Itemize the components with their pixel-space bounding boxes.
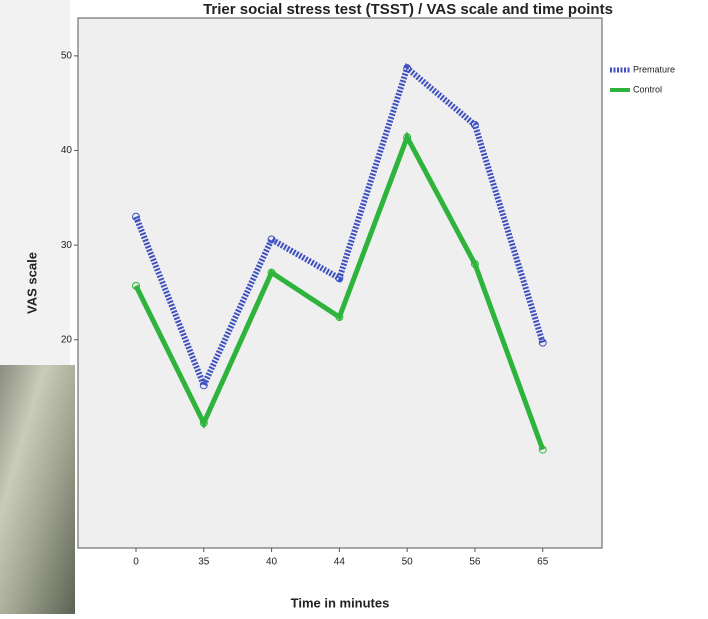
x-tick-label: 35 — [198, 557, 210, 568]
chart-title: Trier social stress test (TSST) / VAS sc… — [203, 1, 613, 18]
point — [403, 133, 412, 142]
point — [199, 381, 208, 390]
point — [132, 212, 140, 221]
series-line — [133, 131, 546, 451]
point — [538, 338, 547, 347]
y-axis-title: VAS scale — [24, 252, 39, 314]
series-line — [133, 63, 546, 393]
plot-area — [77, 17, 603, 549]
x-tick-label: 56 — [469, 557, 481, 568]
point — [470, 120, 479, 129]
x-tick-label: 65 — [537, 557, 549, 568]
y-tick-label: 50 — [61, 50, 73, 61]
legend-label: Premature — [633, 64, 675, 74]
point — [470, 260, 479, 269]
x-tick-label: 50 — [402, 557, 414, 568]
point — [335, 313, 344, 322]
backdrop — [0, 0, 70, 365]
x-tick-label: 40 — [266, 557, 278, 568]
point — [403, 64, 412, 73]
point — [267, 268, 276, 277]
x-axis-title: Time in minutes — [291, 595, 390, 610]
point — [538, 445, 547, 454]
point — [267, 235, 276, 244]
x-tick-label: 44 — [334, 557, 346, 568]
y-tick-label: 20 — [61, 334, 73, 345]
plot-layer: 20 30 40 50 0 35 40 44 50 56 65 Premature Control — [61, 50, 675, 567]
y-tick-label: 40 — [61, 145, 73, 156]
point — [132, 281, 140, 290]
y-tick-label: 30 — [61, 240, 73, 251]
overlapping-photo — [0, 365, 75, 614]
point — [199, 419, 208, 428]
point — [335, 274, 344, 283]
legend-label: Control — [633, 84, 662, 94]
x-tick-label: 0 — [133, 557, 139, 568]
